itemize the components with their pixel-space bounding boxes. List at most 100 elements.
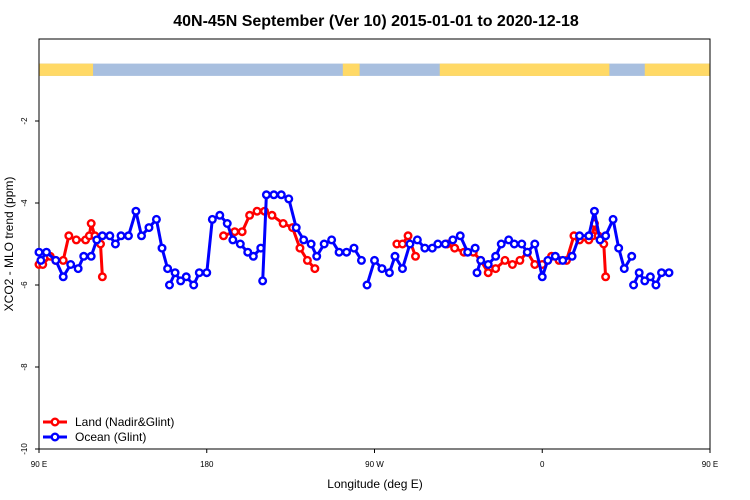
data-point — [58, 255, 68, 265]
data-point — [504, 235, 514, 245]
data-point — [86, 251, 96, 261]
data-point — [137, 231, 147, 241]
data-point — [278, 218, 288, 228]
data-point — [215, 210, 225, 220]
data-point — [627, 251, 637, 261]
data-point — [176, 276, 186, 286]
data-point — [207, 214, 217, 224]
data-point — [483, 268, 493, 278]
data-point — [491, 251, 501, 261]
legend-marker — [50, 417, 60, 427]
data-point — [144, 223, 154, 233]
y-tick-label: -4 — [20, 199, 29, 207]
data-point — [79, 251, 89, 261]
data-point — [384, 268, 394, 278]
y-tick-label: -8 — [20, 363, 29, 371]
data-point — [245, 210, 255, 220]
data-point — [397, 239, 407, 249]
band-land — [39, 63, 94, 76]
plot-frame — [38, 38, 711, 450]
y-tick-label: -10 — [20, 443, 29, 455]
x-axis-label: Longitude (deg E) — [327, 477, 422, 491]
data-point — [235, 239, 245, 249]
data-point — [194, 268, 204, 278]
data-point — [151, 214, 161, 224]
data-point — [157, 243, 167, 253]
x-tick-label: 90 W — [365, 460, 384, 469]
data-point — [403, 231, 413, 241]
data-point — [440, 239, 450, 249]
data-point — [202, 268, 212, 278]
data-point — [41, 247, 51, 257]
data-point — [664, 268, 674, 278]
data-point — [601, 231, 611, 241]
series-line — [261, 193, 282, 281]
data-point — [595, 235, 605, 245]
data-point — [319, 239, 329, 249]
data-point — [170, 268, 180, 278]
data-point — [645, 272, 655, 282]
data-point — [312, 251, 322, 261]
data-point — [261, 190, 271, 200]
data-point — [73, 264, 83, 274]
data-point — [105, 231, 115, 241]
data-point — [71, 235, 81, 245]
data-point — [476, 255, 486, 265]
series-ocean — [34, 190, 674, 290]
data-point — [189, 280, 199, 290]
data-point — [243, 247, 253, 257]
data-point — [634, 268, 644, 278]
series-layer — [34, 190, 674, 290]
x-tick-label: 90 E — [31, 460, 47, 469]
data-point — [110, 239, 120, 249]
data-point — [327, 235, 337, 245]
data-point — [412, 235, 422, 245]
data-point — [455, 231, 465, 241]
data-point — [509, 239, 519, 249]
data-point — [64, 231, 74, 241]
data-point — [619, 264, 629, 274]
data-point — [427, 243, 437, 253]
y-axis-label: XCO2 - MLO trend (ppm) — [2, 177, 16, 312]
data-point — [530, 239, 540, 249]
data-point — [131, 206, 141, 216]
x-tick-label: 90 E — [702, 460, 718, 469]
data-point — [614, 243, 624, 253]
data-point — [97, 231, 107, 241]
data-point — [269, 190, 279, 200]
data-point — [589, 206, 599, 216]
data-point — [405, 239, 415, 249]
data-point — [97, 272, 107, 282]
x-tick-label: 180 — [200, 460, 214, 469]
legend: Land (Nadir&Glint)Ocean (Glint) — [43, 415, 174, 444]
data-point — [601, 272, 611, 282]
data-point — [608, 214, 618, 224]
data-point — [237, 227, 247, 237]
data-point — [530, 260, 540, 270]
chart-title: 40N-45N September (Ver 10) 2015-01-01 to… — [173, 13, 579, 30]
data-point — [515, 255, 525, 265]
data-point — [500, 255, 510, 265]
data-point — [295, 243, 305, 253]
data-point — [537, 272, 547, 282]
data-point — [299, 235, 309, 245]
data-point — [164, 280, 174, 290]
data-point — [228, 235, 238, 245]
data-point — [420, 243, 430, 253]
data-point — [483, 260, 493, 270]
band-land — [342, 63, 360, 76]
data-point — [543, 255, 553, 265]
legend-marker — [50, 432, 60, 442]
data-point — [222, 218, 232, 228]
data-point — [306, 239, 316, 249]
data-point — [356, 255, 366, 265]
data-point — [584, 231, 594, 241]
legend-label: Land (Nadir&Glint) — [75, 415, 174, 429]
data-point — [310, 264, 320, 274]
data-point — [472, 268, 482, 278]
data-point — [370, 255, 380, 265]
y-tick-label: -2 — [20, 117, 29, 125]
data-point — [51, 255, 61, 265]
x-tick-label: 0 — [540, 460, 545, 469]
